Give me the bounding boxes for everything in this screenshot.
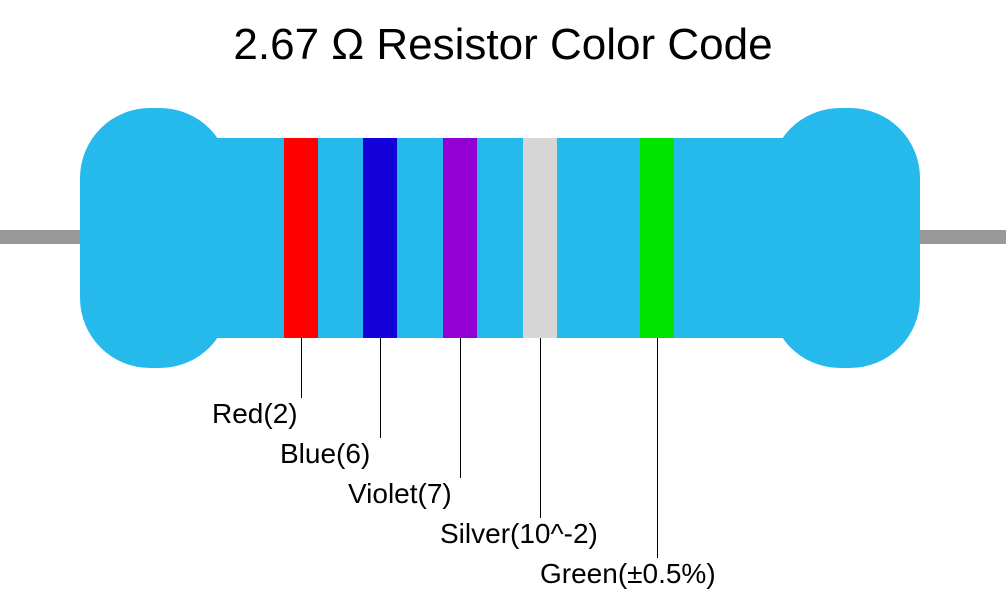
band-silver	[523, 138, 557, 338]
band-label-green: Green(±0.5%)	[540, 558, 716, 590]
callout-line-blue	[380, 338, 381, 438]
callout-line-red	[301, 338, 302, 398]
callout-line-green	[657, 338, 658, 558]
band-red	[284, 138, 318, 338]
diagram-title: 2.67 Ω Resistor Color Code	[0, 20, 1006, 70]
band-label-violet: Violet(7)	[348, 478, 452, 510]
callout-line-violet	[460, 338, 461, 478]
callout-line-silver	[540, 338, 541, 518]
resistor-diagram: 2.67 Ω Resistor Color Code Red(2) Blue(6)…	[0, 0, 1006, 607]
band-label-red: Red(2)	[212, 398, 298, 430]
resistor-barrel	[185, 138, 815, 338]
band-label-silver: Silver(10^-2)	[440, 518, 598, 550]
band-blue	[363, 138, 397, 338]
band-label-blue: Blue(6)	[280, 438, 370, 470]
band-violet	[443, 138, 477, 338]
band-green	[640, 138, 674, 338]
